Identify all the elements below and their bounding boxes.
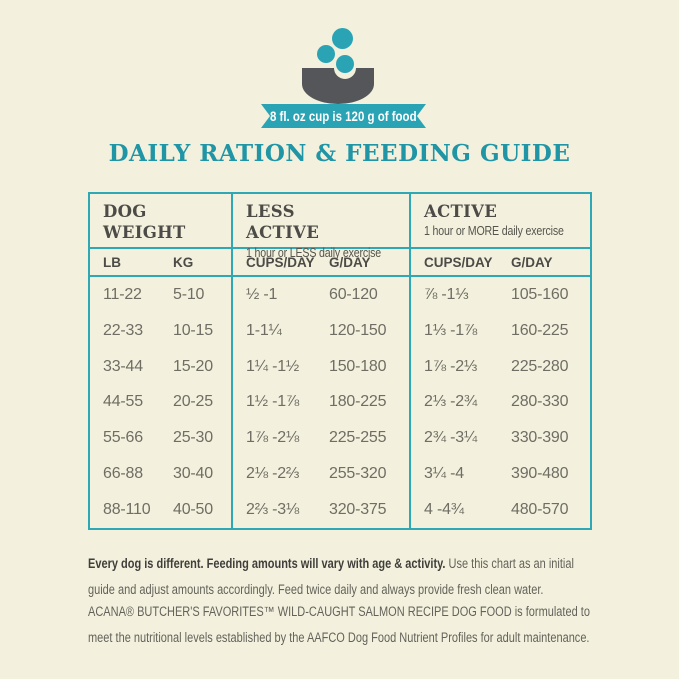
group-title: DOG WEIGHT	[103, 202, 186, 243]
table-cell: 2¾ -3¼	[409, 420, 498, 457]
group-title: ACTIVE	[424, 202, 498, 221]
table-cell: 10-15	[173, 321, 213, 339]
column-header-g-day-active: G/DAY	[498, 249, 590, 277]
kibble-dot-icon	[332, 28, 353, 49]
group-title: LESS ACTIVE	[246, 202, 320, 243]
feeding-note-bold: Every dog is different. Feeding amounts …	[88, 556, 446, 571]
bowl-illustration	[0, 0, 679, 140]
table-cell: 30-40	[173, 465, 213, 483]
table-cell: 180-225	[329, 393, 387, 411]
table-cell: 33-44	[103, 357, 143, 375]
table-cell: 1⅞ -2⅛	[231, 420, 316, 457]
table-cell: 44-55	[103, 393, 143, 411]
table-cell: 1⅓ -1⅞	[409, 312, 498, 349]
table-cell: 330-390	[511, 429, 569, 447]
table-cell: 11-22	[103, 285, 142, 303]
table-cell: 2⅓ -2¾	[409, 384, 498, 421]
table-cell: 60-120	[329, 285, 378, 303]
table-cell: 1½ -1⅞	[231, 384, 316, 421]
table-cell: 66-88	[103, 465, 143, 483]
column-header-cups-day-active: CUPS/DAY	[409, 249, 498, 277]
table-cell: 3¼ -4	[409, 456, 498, 493]
table-cell: ½ -1	[231, 277, 316, 313]
group-subtitle: 1 hour or LESS daily exercise	[246, 245, 382, 260]
table-cell: 5-10	[173, 285, 205, 303]
table-cell: 88-110	[103, 501, 151, 519]
table-cell: 225-280	[511, 357, 569, 375]
kibble-dot-icon	[336, 55, 354, 73]
table-cell: 150-180	[329, 357, 387, 375]
kibble-dot-icon	[317, 45, 335, 63]
table-cell: 320-375	[329, 501, 387, 519]
table-cell: ⅞ -1⅓	[409, 277, 498, 313]
feeding-note-regular: Use this chart as an initial guide and a…	[88, 556, 574, 597]
column-header-g-day-less-active: G/DAY	[316, 249, 409, 277]
table-cell: 390-480	[511, 465, 569, 483]
table-cell: 22-33	[103, 321, 143, 339]
table-cell: 160-225	[511, 321, 569, 339]
table-cell: 55-66	[103, 429, 143, 447]
column-header-cups-day-less-active: CUPS/DAY	[231, 249, 316, 277]
table-cell: 225-255	[329, 429, 387, 447]
table-cell: 1¼ -1½	[231, 348, 316, 385]
column-header-kg: KG	[160, 249, 231, 277]
feeding-table: DOG WEIGHT LESS ACTIVE 1 hour or LESS da…	[88, 192, 592, 530]
cup-measure-badge: 8 fl. oz cup is 120 g of food	[261, 104, 426, 128]
table-cell: 20-25	[173, 393, 213, 411]
table-cell: 25-30	[173, 429, 213, 447]
cup-measure-text: 8 fl. oz cup is 120 g of food	[270, 108, 417, 124]
column-header-lb: LB	[90, 249, 160, 277]
table-cell: 1-1¼	[231, 312, 316, 349]
table-cell: 255-320	[329, 465, 387, 483]
table-cell: 15-20	[173, 357, 213, 375]
aafco-statement: ACANA® BUTCHER'S FAVORITES™ WILD-CAUGHT …	[88, 604, 590, 645]
table-cell: 480-570	[511, 501, 569, 519]
group-header-dog-weight: DOG WEIGHT	[90, 194, 231, 249]
table-cell: 280-330	[511, 393, 569, 411]
table-cell: 105-160	[511, 285, 569, 303]
page-title: DAILY RATION & FEEDING GUIDE	[108, 140, 571, 167]
feeding-note: Every dog is different. Feeding amounts …	[88, 551, 597, 603]
table-cell: 40-50	[173, 501, 213, 519]
table-cell: 1⅞ -2⅓	[409, 348, 498, 385]
table-cell: 4 -4¾	[409, 492, 498, 528]
group-header-active: ACTIVE 1 hour or MORE daily exercise	[409, 194, 590, 249]
table-cell: 2⅛ -2⅔	[231, 456, 316, 493]
group-subtitle: 1 hour or MORE daily exercise	[424, 224, 564, 239]
table-cell: 2⅔ -3⅛	[231, 492, 316, 528]
table-cell: 120-150	[329, 321, 387, 339]
group-header-less-active: LESS ACTIVE 1 hour or LESS daily exercis…	[231, 194, 409, 260]
